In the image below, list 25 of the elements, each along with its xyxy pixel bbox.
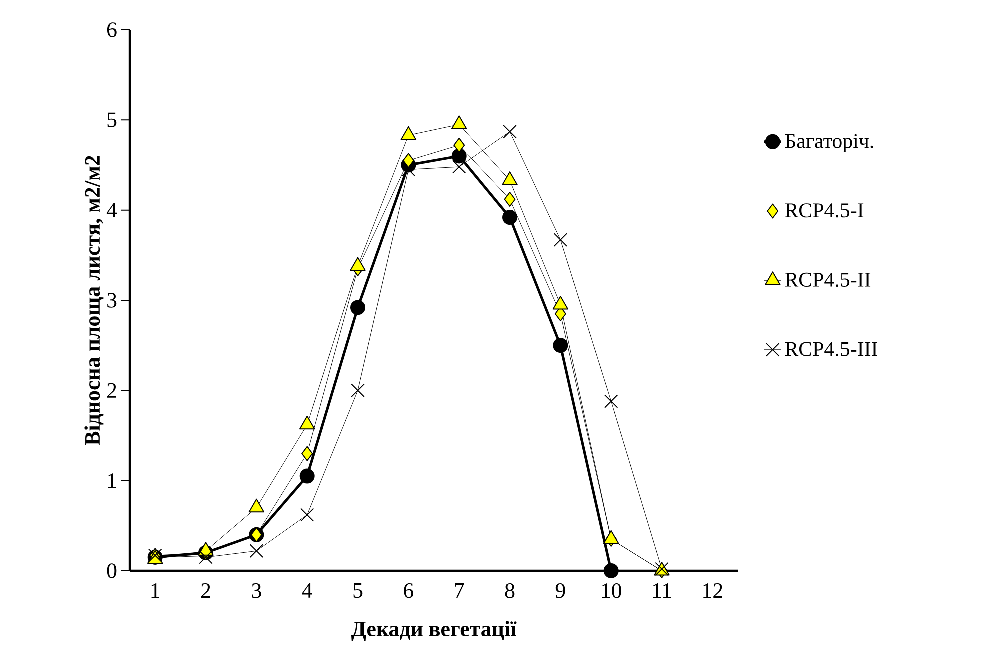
y-tick-label: 2 <box>108 383 116 398</box>
x-tick-label: 6 <box>404 584 414 598</box>
x-tick-label: 2 <box>202 584 210 598</box>
y-tick-label: 6 <box>107 22 117 38</box>
legend-label: RCP4.5-I <box>785 204 864 218</box>
y-tick-label: 1 <box>108 474 116 488</box>
legend-label: RCP4.5-III <box>785 342 878 356</box>
x-tick-label: 10 <box>602 584 622 598</box>
x-tick-label: 9 <box>556 584 566 598</box>
x-tick-label: 3 <box>252 584 262 598</box>
y-tick-label: 4 <box>106 203 118 218</box>
y-tick-label: 3 <box>108 293 117 308</box>
y-tick-label: 5 <box>108 112 117 128</box>
x-tick-label: 12 <box>704 584 722 598</box>
y-tick-label: 0 <box>107 564 117 578</box>
x-tick-label: 5 <box>354 584 363 598</box>
legend-label: RCP4.5-II <box>785 272 871 288</box>
x-tick-label: 11 <box>653 584 672 598</box>
x-axis-title: Декади вегетації <box>351 621 517 642</box>
x-tick-label: 8 <box>505 584 515 598</box>
x-tick-label: 7 <box>455 584 464 598</box>
y-axis-title: Відносна площа листя, м2/м2 <box>84 156 104 446</box>
x-tick-label: 4 <box>302 584 312 598</box>
legend-label: Багаторіч. <box>785 134 874 153</box>
x-tick-label: 1 <box>152 584 160 598</box>
